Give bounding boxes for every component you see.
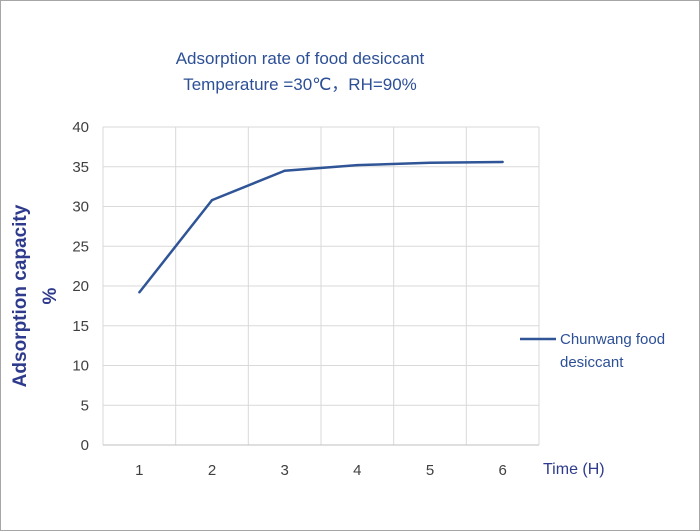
y-axis-label: Adsorption capacity xyxy=(10,204,31,387)
y-axis-label-unit: % xyxy=(40,287,61,304)
legend: Chunwang food desiccant xyxy=(520,331,665,371)
data-point xyxy=(283,169,286,172)
y-tick-label: 40 xyxy=(72,119,89,136)
x-tick-label: 1 xyxy=(135,462,143,479)
data-point xyxy=(428,161,432,164)
legend-label-cont: desiccant xyxy=(560,354,624,371)
y-tick-label: 5 xyxy=(81,397,89,414)
y-tick-label: 0 xyxy=(81,437,89,454)
y-tick-label: 15 xyxy=(72,318,89,335)
legend-label: Chunwang food xyxy=(560,331,665,348)
y-tick-label: 35 xyxy=(72,159,89,176)
chart-subtitle: Temperature =30℃，RH=90% xyxy=(183,75,417,94)
series-line xyxy=(138,160,503,294)
x-tick-label: 4 xyxy=(353,462,361,479)
data-point xyxy=(210,198,214,202)
gridlines xyxy=(102,126,540,446)
series-layer xyxy=(138,160,504,294)
y-tick-label: 10 xyxy=(72,358,89,375)
data-point xyxy=(356,163,359,167)
x-tick-label: 2 xyxy=(208,462,216,479)
y-tick-label: 25 xyxy=(72,238,89,255)
y-tick-label: 30 xyxy=(72,199,89,216)
x-tick-label: 6 xyxy=(498,462,506,479)
x-tick-label: 5 xyxy=(426,462,434,479)
y-axis-ticks: 0 5 10 15 20 25 30 35 40 xyxy=(72,119,89,454)
y-tick-label: 20 xyxy=(72,278,89,295)
data-point xyxy=(501,160,504,164)
x-axis-ticks: 1 2 3 4 5 6 xyxy=(135,462,507,479)
x-axis-label: Time (H) xyxy=(543,461,605,478)
x-tick-label: 3 xyxy=(280,462,288,479)
chart-title: Adsorption rate of food desiccant xyxy=(176,49,425,68)
data-point xyxy=(138,291,141,294)
